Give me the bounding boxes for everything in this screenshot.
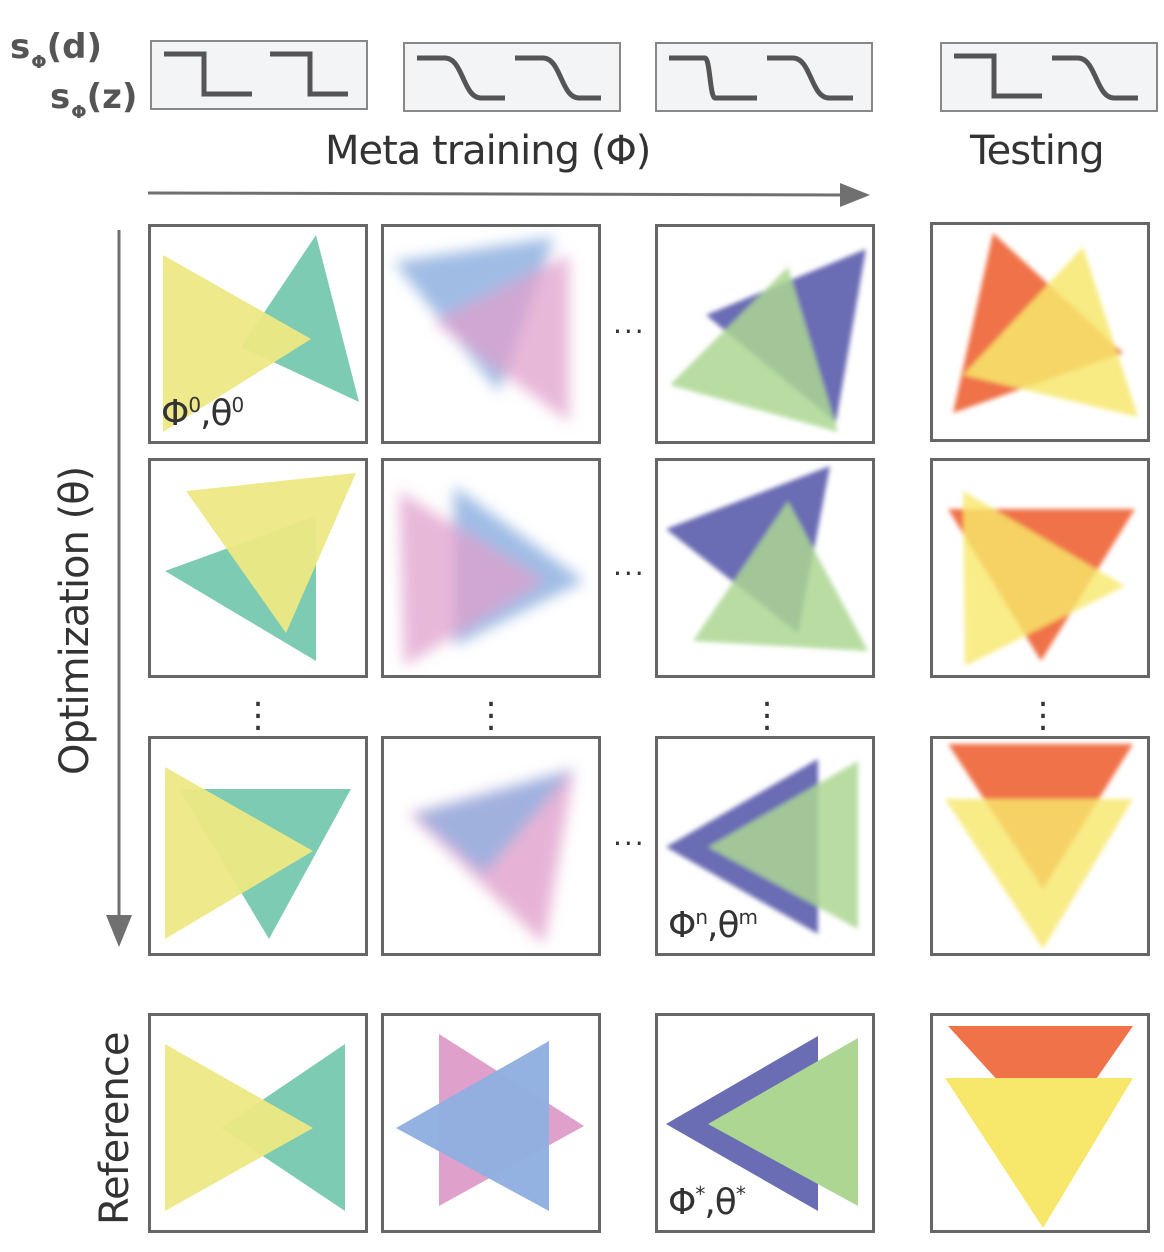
optimization-arrow [106,230,132,947]
ellipsis-col1: ... [252,675,264,739]
sfn-box-3 [655,42,873,112]
sfn-d-label: sΦ(d) [10,27,102,73]
panel-ref-c3: Φ*,θ* [655,1013,875,1233]
panel-r2-testing [930,458,1150,678]
panel-r3-c3: Φn,θm [655,736,875,956]
meta-training-heading: Meta training (Φ) [325,128,651,174]
panel-r3-c2 [381,736,601,956]
panel-r1-c2 [381,224,601,444]
panel-ref-testing [930,1013,1150,1233]
panel-label-opt: Φ*,θ* [668,1182,746,1223]
meta-training-arrow [147,183,870,207]
ellipsis-r3: ... [613,819,646,852]
panel-r2-c1 [148,458,368,678]
optimization-label: Optimization (θ) [52,466,98,775]
panel-label-start: Φ0,θ0 [161,393,244,434]
ellipsis-r1: ... [613,307,646,340]
panel-r1-testing [930,222,1150,442]
sfn-box-testing [940,42,1158,112]
panel-ref-c2 [381,1013,601,1233]
testing-heading: Testing [970,128,1105,174]
panel-label-end: Φn,θm [668,905,758,946]
sfn-box-2 [403,42,621,112]
panel-r2-c3 [655,458,875,678]
panel-r2-c2 [381,458,601,678]
panel-r3-c1 [148,736,368,956]
ellipsis-col4: ... [1037,675,1049,739]
panel-r1-c3 [655,224,875,444]
sfn-box-1 [150,40,368,110]
ellipsis-col2: ... [485,675,497,739]
sfn-z-label: sΦ(z) [50,77,138,123]
panel-r1-c1: Φ0,θ0 [148,224,368,444]
panel-r3-testing [930,736,1150,956]
ellipsis-r2: ... [613,549,646,582]
ellipsis-col3: ... [761,675,773,739]
reference-label: Reference [92,1032,138,1225]
panel-ref-c1 [148,1013,368,1233]
